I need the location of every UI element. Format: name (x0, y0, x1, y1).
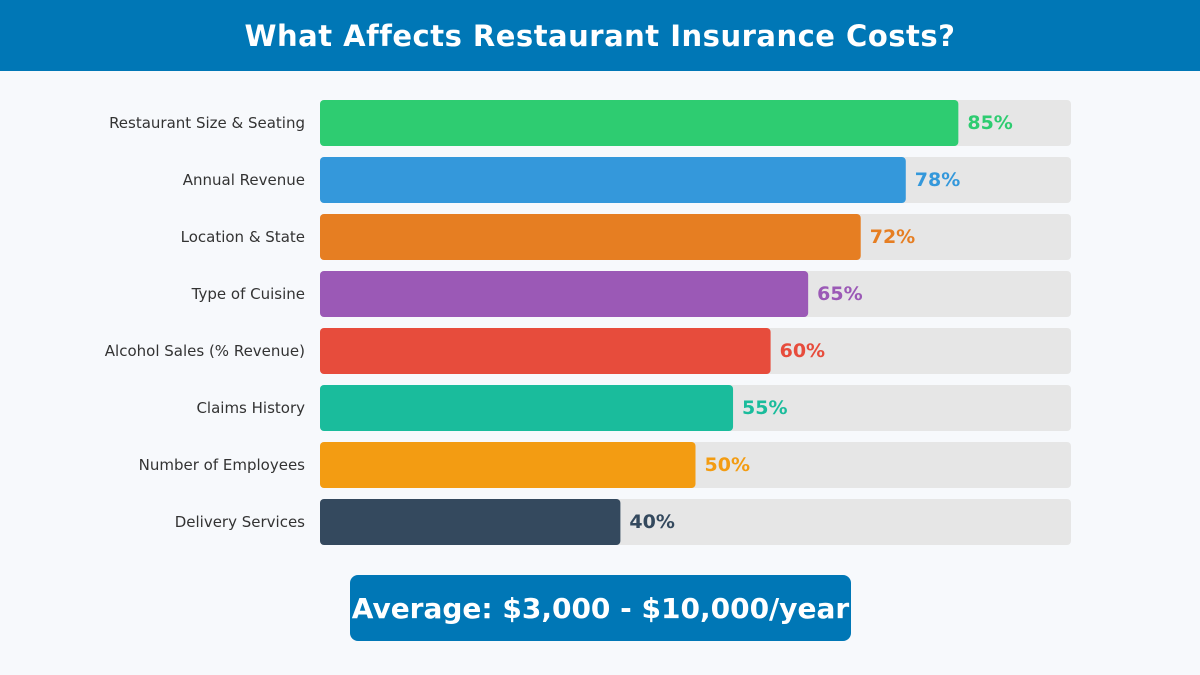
bar-alcohol-sales-revenue (320, 328, 771, 374)
bar-restaurant-size-seating (320, 100, 959, 146)
value-label-alcohol-sales-revenue: 60% (780, 340, 825, 362)
value-label-claims-history: 55% (742, 397, 787, 419)
value-label-location-state: 72% (870, 226, 915, 248)
chart-header: What Affects Restaurant Insurance Costs? (0, 0, 1200, 71)
value-label-type-of-cuisine: 65% (817, 283, 862, 305)
bar-annual-revenue (320, 157, 906, 203)
category-label-type-of-cuisine: Type of Cuisine (191, 285, 305, 303)
category-label-annual-revenue: Annual Revenue (183, 171, 305, 189)
value-label-annual-revenue: 78% (915, 169, 960, 191)
category-label-delivery-services: Delivery Services (175, 513, 305, 531)
bar-delivery-services (320, 499, 621, 545)
category-label-restaurant-size-seating: Restaurant Size & Seating (109, 114, 305, 132)
bar-claims-history (320, 385, 734, 431)
category-label-claims-history: Claims History (196, 399, 305, 417)
category-label-location-state: Location & State (181, 228, 305, 246)
bar-number-of-employees (320, 442, 696, 488)
bar-type-of-cuisine (320, 271, 809, 317)
average-cost-label: Average: $3,000 - $10,000/year (351, 591, 850, 625)
average-cost-banner: Average: $3,000 - $10,000/year (350, 575, 851, 641)
value-label-restaurant-size-seating: 85% (967, 112, 1012, 134)
bar-location-state (320, 214, 861, 260)
value-label-delivery-services: 40% (629, 511, 674, 533)
category-label-number-of-employees: Number of Employees (139, 456, 306, 474)
chart-title: What Affects Restaurant Insurance Costs? (244, 18, 956, 53)
category-label-alcohol-sales-revenue: Alcohol Sales (% Revenue) (105, 342, 305, 360)
value-label-number-of-employees: 50% (705, 454, 750, 476)
